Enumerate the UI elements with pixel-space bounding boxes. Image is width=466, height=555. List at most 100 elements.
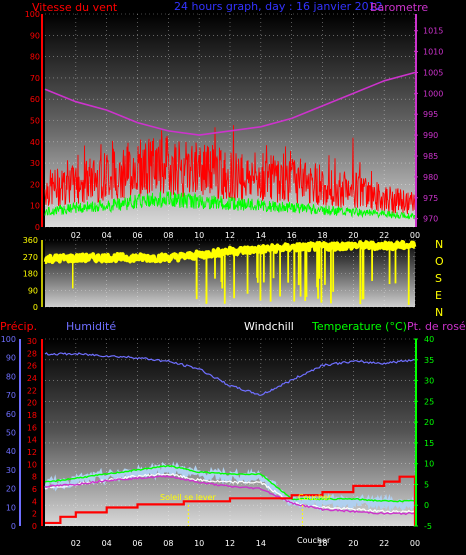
series-dewpoint [44,475,416,516]
left-tick-label: 100 [25,10,40,19]
temperature-tick-label: 35 [424,356,434,365]
precip-tick-label: 6 [32,485,37,494]
x-tick-label: 20 [348,539,358,548]
left-tick-label: 60 [30,95,40,104]
direction-letter-n: N [435,238,443,251]
x-tick-label: 08 [163,539,173,548]
temperature-tick-label: 40 [424,335,434,344]
precip-tick-label: 26 [27,362,37,371]
precip-tick-label: 10 [27,460,37,469]
direction-tick-label: 270 [23,253,38,262]
series-precipitation [44,475,417,526]
series-temperature [44,464,416,503]
humidity-tick-label: 80 [6,372,16,381]
series-windchill [44,473,416,514]
chart-title: 24 hours graph, day : 16 janvier 2012 [174,0,383,13]
temperature-tick-label: 30 [424,377,434,386]
x-tick-label: 18 [317,231,327,240]
left-tick-label: 40 [30,138,40,147]
humidity-tick-label: 70 [6,391,16,400]
humidity-tick-label: 20 [6,485,16,494]
x-tick-label: 14 [256,231,266,240]
humidity-tick-label: 30 [6,466,16,475]
x-tick-label: 06 [132,231,142,240]
series-wind-speed [44,125,416,215]
series-humidity [44,352,416,396]
precip-tick-label: 16 [27,423,37,432]
temperature-tick-label: 25 [424,397,434,406]
left-tick-label: 0 [35,223,40,232]
humidity-tick-label: 10 [6,503,16,512]
panel-humidity-background [45,339,415,526]
x-tick-label: 00 [410,231,420,240]
temperature-tick-label: 20 [424,418,434,427]
precip-tick-label: 0 [32,522,37,531]
temperature-label: Temperature (°C) [311,320,407,333]
grids [45,13,416,527]
precip-tick-label: 28 [27,349,37,358]
x-tick-label: 22 [379,539,389,548]
temperature-tick-label: 0 [424,501,429,510]
x-tick-label: 16 [287,231,297,240]
right-tick-label: 1005 [423,68,443,77]
left-tick-label: 50 [30,117,40,126]
humidity-tick-label: 60 [6,410,16,419]
right-tick-label: 970 [423,215,438,224]
direction-letter-e: E [435,289,442,302]
x-tick-label: 14 [256,539,266,548]
precip-label: Précip. [0,320,37,333]
left-tick-label: 90 [30,31,40,40]
right-tick-label: 1010 [423,48,443,57]
left-tick-label: 80 [30,53,40,62]
x-tick-label: 12 [225,539,235,548]
direction-tick-label: 90 [28,286,38,295]
humidity-tick-label: 50 [6,429,16,438]
right-tick-label: 975 [423,194,438,203]
x-tick-label: 10 [194,231,204,240]
precip-tick-label: 2 [32,510,37,519]
precip-tick-label: 30 [27,337,37,346]
left-tick-label: 70 [30,74,40,83]
right-tick-label: 1015 [423,27,443,36]
right-tick-label: 980 [423,173,438,182]
x-tick-label: 12 [225,231,235,240]
chart-marks [43,71,417,526]
axis-labels: 0102030405060708090100970975980985990995… [1,10,444,548]
humidity-tick-label: 40 [6,447,16,456]
x-tick-label: 20 [348,231,358,240]
humidity-tick-label: 0 [11,522,16,531]
temperature-tick-label: 15 [424,439,434,448]
sunset-axis-label: Coucher [297,536,331,545]
temperature-tick-label: -5 [424,522,432,531]
humidity-tick-label: 100 [1,335,16,344]
x-tick-label: 18 [317,539,327,548]
temperature-tick-label: 10 [424,460,434,469]
x-tick-label: 06 [132,539,142,548]
series-wind-direction [43,240,417,265]
right-tick-label: 985 [423,152,438,161]
precip-tick-label: 22 [27,386,37,395]
right-tick-label: 995 [423,110,438,119]
precip-tick-label: 14 [27,436,37,445]
precip-tick-label: 18 [27,411,37,420]
wind-speed-label: Vitesse du vent [32,1,118,14]
series-wind-low [44,190,415,220]
right-tick-label: 1000 [423,89,443,98]
precip-tick-label: 20 [27,399,37,408]
precip-tick-label: 12 [27,448,37,457]
x-tick-label: 04 [102,231,112,240]
x-tick-label: 08 [163,231,173,240]
x-tick-label: 00 [410,539,420,548]
direction-tick-label: 0 [33,303,38,312]
series-temperature-band [44,461,417,513]
dewpoint-label: Pt. de rosée [407,320,466,333]
right-tick-label: 990 [423,131,438,140]
direction-tick-label: 360 [23,236,38,245]
windchill-label: Windchill [244,320,294,333]
left-tick-label: 30 [30,159,40,168]
series-barometer [44,71,416,136]
direction-tick-label: 180 [23,270,38,279]
barometer-label: Barometre [370,1,428,14]
